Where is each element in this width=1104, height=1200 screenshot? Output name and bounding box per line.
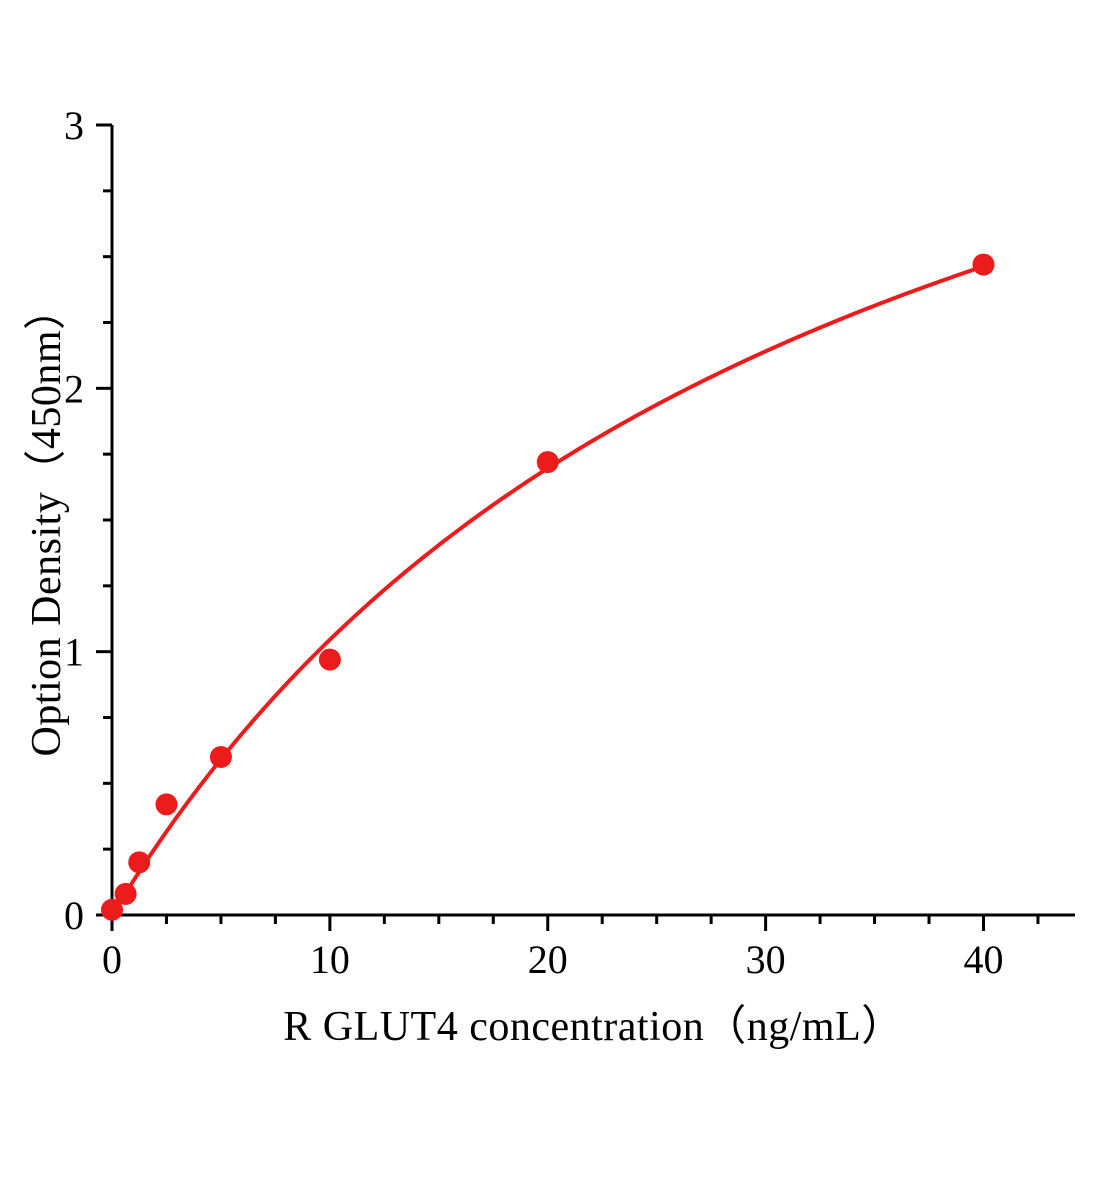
data-point	[101, 898, 123, 921]
x-tick-label: 20	[528, 937, 568, 982]
y-tick-label: 0	[64, 893, 84, 938]
data-point	[318, 648, 341, 671]
y-tick-label: 2	[64, 366, 84, 411]
x-tick-label: 30	[746, 937, 786, 982]
x-tick-label: 0	[102, 937, 122, 982]
y-axis-label: Option Density（450nm）	[24, 287, 70, 757]
data-point	[209, 746, 232, 768]
data-point	[128, 851, 151, 874]
data-point	[114, 882, 137, 905]
x-axis-label: R GLUT4 concentration（ng/mL）	[283, 1004, 904, 1050]
x-tick-label: 10	[310, 937, 350, 982]
data-point	[155, 793, 178, 816]
y-tick-label: 3	[64, 103, 84, 148]
y-tick-label: 1	[64, 630, 84, 675]
data-point	[972, 253, 995, 276]
fit-curve	[110, 264, 986, 917]
x-tick-label: 40	[963, 937, 1003, 982]
data-point	[536, 451, 559, 474]
